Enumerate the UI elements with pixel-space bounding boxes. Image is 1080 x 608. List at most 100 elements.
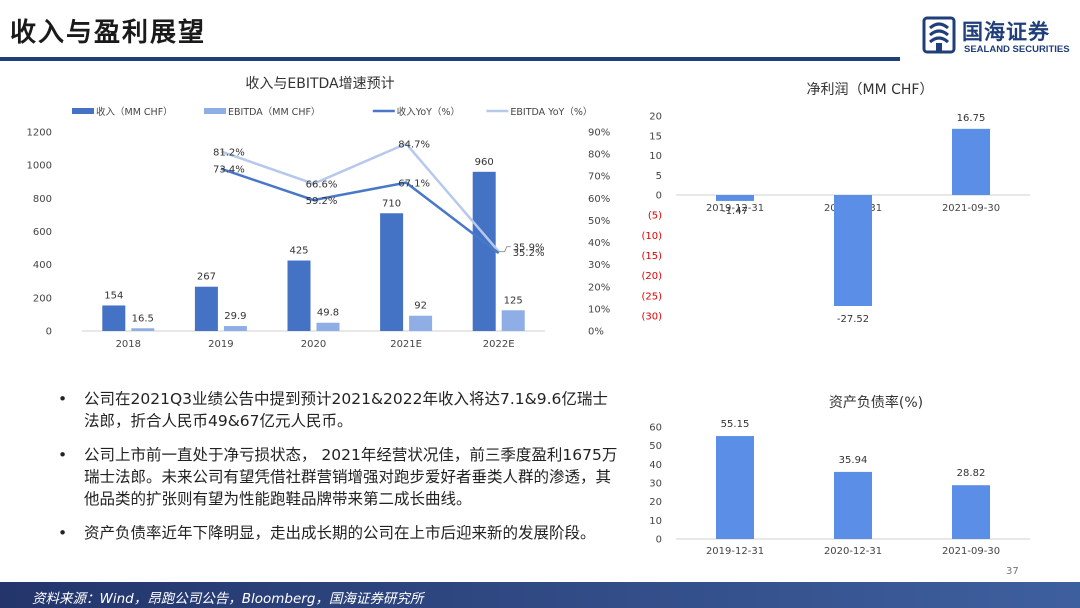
ebitda-bar xyxy=(501,310,525,331)
net-profit-data-label: 16.75 xyxy=(957,113,986,124)
page-title: 收入与盈利展望 xyxy=(10,18,207,48)
y-tick-label: 0 xyxy=(656,535,662,546)
chart-title: 净利润（MM CHF） xyxy=(807,82,934,98)
y-tick-label: (10) xyxy=(641,231,662,242)
chart-legend: 收入（MM CHF） EBITDA（MM CHF） 收入YoY（%） EBITDA Y… xyxy=(72,106,592,118)
revenue-data-label: 710 xyxy=(382,198,401,209)
ebitda-data-label: 16.5 xyxy=(132,313,154,324)
label-leader-line xyxy=(498,246,511,253)
chart-data-labels: 154 16.5 267 29.9 425 49.8 710 92 960 125 81.2% 73.… xyxy=(104,140,544,325)
y-tick-label: 30 xyxy=(649,479,662,490)
revenue-yoy-label: 59.2% xyxy=(306,196,338,207)
revenue-data-label: 425 xyxy=(289,246,308,257)
revenue-data-label: 154 xyxy=(104,290,123,301)
sealand-logo-icon xyxy=(922,16,956,54)
y-tick-label: (15) xyxy=(641,251,662,262)
chart-title: 资产负债率(%) xyxy=(829,394,923,411)
y2-tick-label: 10% xyxy=(588,304,610,315)
y-tick-label: 200 xyxy=(33,293,52,304)
bullet-dot: • xyxy=(58,390,68,408)
chart-title: 收入与EBITDA增速预计 xyxy=(245,76,394,92)
ebitda-yoy-label: 66.6% xyxy=(306,180,338,191)
ebitda-data-label: 49.8 xyxy=(317,308,339,319)
ebitda-bar xyxy=(131,328,155,331)
y-tick-label: 40 xyxy=(649,460,662,471)
x-tick-label: 2021-09-30 xyxy=(942,546,1000,557)
chart-bars xyxy=(716,436,990,539)
y-tick-label: 50 xyxy=(649,441,662,452)
x-tick-label: 2019 xyxy=(208,339,233,350)
x-tick-label: 2019-12-31 xyxy=(706,546,764,557)
logo-name-cn: 国海证券 xyxy=(962,20,1050,44)
ebitda-yoy-line xyxy=(220,142,500,253)
ebitda-yoy-label: 81.2% xyxy=(213,147,245,158)
y-tick-label: 20 xyxy=(649,112,662,123)
y-tick-label: (25) xyxy=(641,291,662,302)
revenue-yoy-label: 67.1% xyxy=(398,179,430,190)
x-tick-label: 2018 xyxy=(116,339,141,350)
ebitda-bar xyxy=(409,315,433,331)
header-rule xyxy=(0,57,900,61)
chart-lines xyxy=(220,142,500,255)
debt-ratio-bar xyxy=(716,436,754,539)
y-tick-label: 5 xyxy=(656,171,662,182)
y-tick-label: (30) xyxy=(641,312,662,323)
y-tick-label: 10 xyxy=(649,151,662,162)
company-logo: 国海证券 SEALAND SECURITIES xyxy=(922,16,1072,56)
ebitda-bar xyxy=(223,326,247,331)
chart-axes: 0 200 400 600 800 1000 1200 0% 10% 20% 30% 40% 50% 60… xyxy=(27,128,611,351)
bullet-list: • 公司在2021Q3业绩公告中提到预计2021&2022年收入将达7.1&9.6… xyxy=(58,388,618,556)
y-tick-label: 10 xyxy=(649,516,662,527)
y2-tick-label: 80% xyxy=(588,150,610,161)
y-tick-label: 400 xyxy=(33,260,52,271)
revenue-ebitda-chart: 收入与EBITDA增速预计 收入（MM CHF） EBITDA（MM CHF） 收入… xyxy=(27,76,611,351)
net-profit-data-label: -27.52 xyxy=(837,314,869,325)
bullet-item: • 资产负债率近年下降明显，走出成长期的公司在上市后迎来新的发展阶段。 xyxy=(58,522,618,544)
y-tick-label: 800 xyxy=(33,194,52,205)
y-tick-label: 15 xyxy=(649,131,662,142)
debt-ratio-bar xyxy=(834,471,872,539)
x-tick-label: 2021-09-30 xyxy=(942,203,1000,214)
legend-label: EBITDA YoY（%） xyxy=(510,106,592,118)
bullet-item: • 公司在2021Q3业绩公告中提到预计2021&2022年收入将达7.1&9.6… xyxy=(58,388,618,432)
y-tick-label: (5) xyxy=(648,211,662,222)
net-profit-chart: 净利润（MM CHF） 20 15 10 5 0 (5) (10) (15) (20) (25) (… xyxy=(641,82,1030,325)
page-number: 37 xyxy=(1006,566,1019,577)
bullet-text: 公司在2021Q3业绩公告中提到预计2021&2022年收入将达7.1&9.6亿… xyxy=(84,390,608,430)
ebitda-data-label: 92 xyxy=(414,301,427,312)
bullet-text: 资产负债率近年下降明显，走出成长期的公司在上市后迎来新的发展阶段。 xyxy=(84,524,596,542)
legend-swatch xyxy=(72,108,94,114)
y-tick-label: 0 xyxy=(656,191,662,202)
revenue-bar xyxy=(102,305,126,331)
legend-label: 收入YoY（%） xyxy=(397,106,460,118)
x-tick-label: 2022E xyxy=(483,339,515,350)
ebitda-bar xyxy=(316,322,340,331)
net-profit-bar xyxy=(952,128,990,195)
net-profit-data-label: -1.47 xyxy=(722,206,748,217)
x-tick-label: 2019-12-31 xyxy=(706,203,764,214)
x-tick-label: 2020-12-31 xyxy=(824,546,882,557)
y2-tick-label: 30% xyxy=(588,260,610,271)
revenue-data-label: 960 xyxy=(475,157,494,168)
y2-tick-label: 40% xyxy=(588,238,610,249)
y2-tick-label: 90% xyxy=(588,128,610,139)
debt-ratio-data-label: 55.15 xyxy=(721,419,750,430)
logo-name-en: SEALAND SECURITIES xyxy=(964,44,1070,55)
revenue-yoy-label: 35.2% xyxy=(513,248,545,259)
y2-tick-label: 50% xyxy=(588,216,610,227)
bullet-text: 公司上市前一直处于净亏损状态， 2021年经营状况佳，前三季度盈利1675万瑞士… xyxy=(84,446,618,508)
x-tick-label: 2020 xyxy=(301,339,326,350)
ebitda-data-label: 29.9 xyxy=(224,311,246,322)
revenue-yoy-label: 73.4% xyxy=(213,165,245,176)
source-note: 资料来源：Wind，昂跑公司公告，Bloomberg，国海证券研究所 xyxy=(32,591,424,607)
y-tick-label: 0 xyxy=(46,327,52,338)
chart-bars xyxy=(102,171,525,331)
ebitda-data-label: 125 xyxy=(504,295,523,306)
y-tick-label: (20) xyxy=(641,271,662,282)
revenue-bar xyxy=(472,171,496,331)
chart-data-labels: 55.15 35.94 28.82 xyxy=(721,419,986,479)
y-tick-label: 20 xyxy=(649,497,662,508)
bullet-dot: • xyxy=(58,446,68,464)
y2-tick-label: 60% xyxy=(588,194,610,205)
ebitda-yoy-label: 84.7% xyxy=(398,140,430,151)
